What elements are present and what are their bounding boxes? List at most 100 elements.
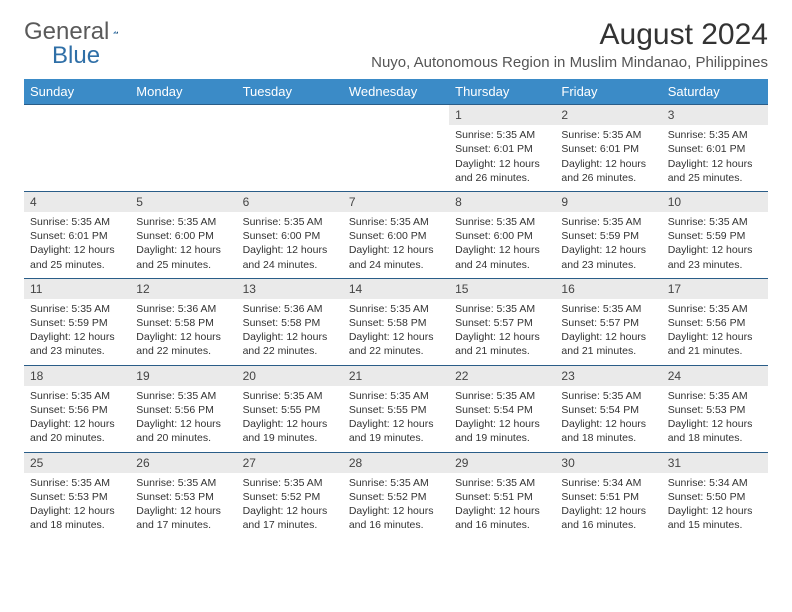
sunset-line: Sunset: 5:53 PM xyxy=(136,490,230,504)
daylight-line: Daylight: 12 hours and 22 minutes. xyxy=(349,330,443,358)
sunset-line: Sunset: 5:50 PM xyxy=(668,490,762,504)
day-body: Sunrise: 5:36 AMSunset: 5:58 PMDaylight:… xyxy=(237,299,343,365)
sunset-line: Sunset: 5:56 PM xyxy=(136,403,230,417)
day-number: 22 xyxy=(449,366,555,386)
day-number: 19 xyxy=(130,366,236,386)
day-header: Friday xyxy=(555,79,661,105)
calendar-week-row: 4Sunrise: 5:35 AMSunset: 6:01 PMDaylight… xyxy=(24,191,768,278)
day-number: 15 xyxy=(449,279,555,299)
day-number: 4 xyxy=(24,192,130,212)
calendar-cell: 9Sunrise: 5:35 AMSunset: 5:59 PMDaylight… xyxy=(555,191,661,278)
day-header: Tuesday xyxy=(237,79,343,105)
day-body: Sunrise: 5:35 AMSunset: 5:54 PMDaylight:… xyxy=(449,386,555,452)
sunset-line: Sunset: 5:59 PM xyxy=(561,229,655,243)
calendar-cell: 25Sunrise: 5:35 AMSunset: 5:53 PMDayligh… xyxy=(24,452,130,538)
day-body: Sunrise: 5:35 AMSunset: 5:53 PMDaylight:… xyxy=(130,473,236,539)
sunset-line: Sunset: 5:56 PM xyxy=(30,403,124,417)
sunset-line: Sunset: 6:00 PM xyxy=(455,229,549,243)
sunset-line: Sunset: 5:54 PM xyxy=(561,403,655,417)
day-body: Sunrise: 5:35 AMSunset: 6:01 PMDaylight:… xyxy=(24,212,130,278)
calendar-cell: 18Sunrise: 5:35 AMSunset: 5:56 PMDayligh… xyxy=(24,365,130,452)
day-body: Sunrise: 5:35 AMSunset: 6:00 PMDaylight:… xyxy=(449,212,555,278)
day-number: 10 xyxy=(662,192,768,212)
sunset-line: Sunset: 5:51 PM xyxy=(561,490,655,504)
sunrise-line: Sunrise: 5:35 AM xyxy=(30,476,124,490)
day-body: Sunrise: 5:35 AMSunset: 6:01 PMDaylight:… xyxy=(555,125,661,191)
calendar-cell: 7Sunrise: 5:35 AMSunset: 6:00 PMDaylight… xyxy=(343,191,449,278)
sunrise-line: Sunrise: 5:35 AM xyxy=(349,389,443,403)
day-number: 27 xyxy=(237,453,343,473)
day-body: Sunrise: 5:35 AMSunset: 6:01 PMDaylight:… xyxy=(449,125,555,191)
sunset-line: Sunset: 5:55 PM xyxy=(243,403,337,417)
day-body: Sunrise: 5:35 AMSunset: 6:01 PMDaylight:… xyxy=(662,125,768,191)
sunrise-line: Sunrise: 5:35 AM xyxy=(243,215,337,229)
day-number: 9 xyxy=(555,192,661,212)
sunrise-line: Sunrise: 5:35 AM xyxy=(455,215,549,229)
calendar-cell: 3Sunrise: 5:35 AMSunset: 6:01 PMDaylight… xyxy=(662,105,768,192)
calendar-cell xyxy=(237,105,343,192)
day-number: 20 xyxy=(237,366,343,386)
sunrise-line: Sunrise: 5:35 AM xyxy=(30,302,124,316)
day-body: Sunrise: 5:35 AMSunset: 5:56 PMDaylight:… xyxy=(24,386,130,452)
calendar-cell: 20 Sunrise: 5:35 AMSunset: 5:55 PMDayligh… xyxy=(237,365,343,452)
calendar-cell: 14Sunrise: 5:35 AMSunset: 5:58 PMDayligh… xyxy=(343,278,449,365)
sunrise-line: Sunrise: 5:35 AM xyxy=(561,128,655,142)
day-body: Sunrise: 5:35 AMSunset: 5:57 PMDaylight:… xyxy=(449,299,555,365)
sunrise-line: Sunrise: 5:35 AM xyxy=(668,389,762,403)
sunrise-line: Sunrise: 5:35 AM xyxy=(561,389,655,403)
calendar-cell: 1Sunrise: 5:35 AMSunset: 6:01 PMDaylight… xyxy=(449,105,555,192)
sunset-line: Sunset: 5:58 PM xyxy=(349,316,443,330)
sunrise-line: Sunrise: 5:35 AM xyxy=(243,389,337,403)
day-number: 12 xyxy=(130,279,236,299)
day-number: 6 xyxy=(237,192,343,212)
sunrise-line: Sunrise: 5:35 AM xyxy=(30,389,124,403)
calendar-cell: 24Sunrise: 5:35 AMSunset: 5:53 PMDayligh… xyxy=(662,365,768,452)
sunrise-line: Sunrise: 5:36 AM xyxy=(243,302,337,316)
calendar-cell xyxy=(343,105,449,192)
calendar-table: SundayMondayTuesdayWednesdayThursdayFrid… xyxy=(24,79,768,538)
day-body: Sunrise: 5:35 AMSunset: 6:00 PMDaylight:… xyxy=(237,212,343,278)
day-number: 2 xyxy=(555,105,661,125)
day-number: 30 xyxy=(555,453,661,473)
daylight-line: Daylight: 12 hours and 21 minutes. xyxy=(668,330,762,358)
calendar-cell: 17Sunrise: 5:35 AMSunset: 5:56 PMDayligh… xyxy=(662,278,768,365)
calendar-cell: 22Sunrise: 5:35 AMSunset: 5:54 PMDayligh… xyxy=(449,365,555,452)
daylight-line: Daylight: 12 hours and 19 minutes. xyxy=(243,417,337,445)
daylight-line: Daylight: 12 hours and 26 minutes. xyxy=(455,157,549,185)
daylight-line: Daylight: 12 hours and 23 minutes. xyxy=(668,243,762,271)
calendar-cell xyxy=(24,105,130,192)
daylight-line: Daylight: 12 hours and 24 minutes. xyxy=(455,243,549,271)
day-body: Sunrise: 5:34 AMSunset: 5:50 PMDaylight:… xyxy=(662,473,768,539)
daylight-line: Daylight: 12 hours and 23 minutes. xyxy=(561,243,655,271)
daylight-line: Daylight: 12 hours and 25 minutes. xyxy=(136,243,230,271)
day-body: Sunrise: 5:35 AMSunset: 5:59 PMDaylight:… xyxy=(555,212,661,278)
day-body: Sunrise: 5:36 AMSunset: 5:58 PMDaylight:… xyxy=(130,299,236,365)
day-body: Sunrise: 5:34 AMSunset: 5:51 PMDaylight:… xyxy=(555,473,661,539)
sunset-line: Sunset: 5:54 PM xyxy=(455,403,549,417)
sunset-line: Sunset: 6:01 PM xyxy=(455,142,549,156)
page-title: August 2024 xyxy=(600,18,768,52)
sunrise-line: Sunrise: 5:36 AM xyxy=(136,302,230,316)
calendar-cell: 8Sunrise: 5:35 AMSunset: 6:00 PMDaylight… xyxy=(449,191,555,278)
calendar-cell: 13Sunrise: 5:36 AMSunset: 5:58 PMDayligh… xyxy=(237,278,343,365)
sunset-line: Sunset: 5:57 PM xyxy=(561,316,655,330)
sunset-line: Sunset: 5:52 PM xyxy=(243,490,337,504)
calendar-cell: 4Sunrise: 5:35 AMSunset: 6:01 PMDaylight… xyxy=(24,191,130,278)
day-number: 23 xyxy=(555,366,661,386)
day-body: Sunrise: 5:35 AMSunset: 5:59 PMDaylight:… xyxy=(662,212,768,278)
calendar-cell: 6Sunrise: 5:35 AMSunset: 6:00 PMDaylight… xyxy=(237,191,343,278)
day-body: Sunrise: 5:35 AMSunset: 5:55 PMDaylight:… xyxy=(343,386,449,452)
calendar-cell: 15Sunrise: 5:35 AMSunset: 5:57 PMDayligh… xyxy=(449,278,555,365)
daylight-line: Daylight: 12 hours and 25 minutes. xyxy=(30,243,124,271)
daylight-line: Daylight: 12 hours and 18 minutes. xyxy=(30,504,124,532)
logo-text-2: Blue xyxy=(52,42,100,70)
logo-flag-icon xyxy=(113,22,118,42)
day-number: 3 xyxy=(662,105,768,125)
day-number: 24 xyxy=(662,366,768,386)
sunset-line: Sunset: 5:57 PM xyxy=(455,316,549,330)
day-number: 14 xyxy=(343,279,449,299)
calendar-cell: 5Sunrise: 5:35 AMSunset: 6:00 PMDaylight… xyxy=(130,191,236,278)
day-body: Sunrise: 5:35 AMSunset: 5:53 PMDaylight:… xyxy=(24,473,130,539)
daylight-line: Daylight: 12 hours and 17 minutes. xyxy=(136,504,230,532)
daylight-line: Daylight: 12 hours and 20 minutes. xyxy=(136,417,230,445)
